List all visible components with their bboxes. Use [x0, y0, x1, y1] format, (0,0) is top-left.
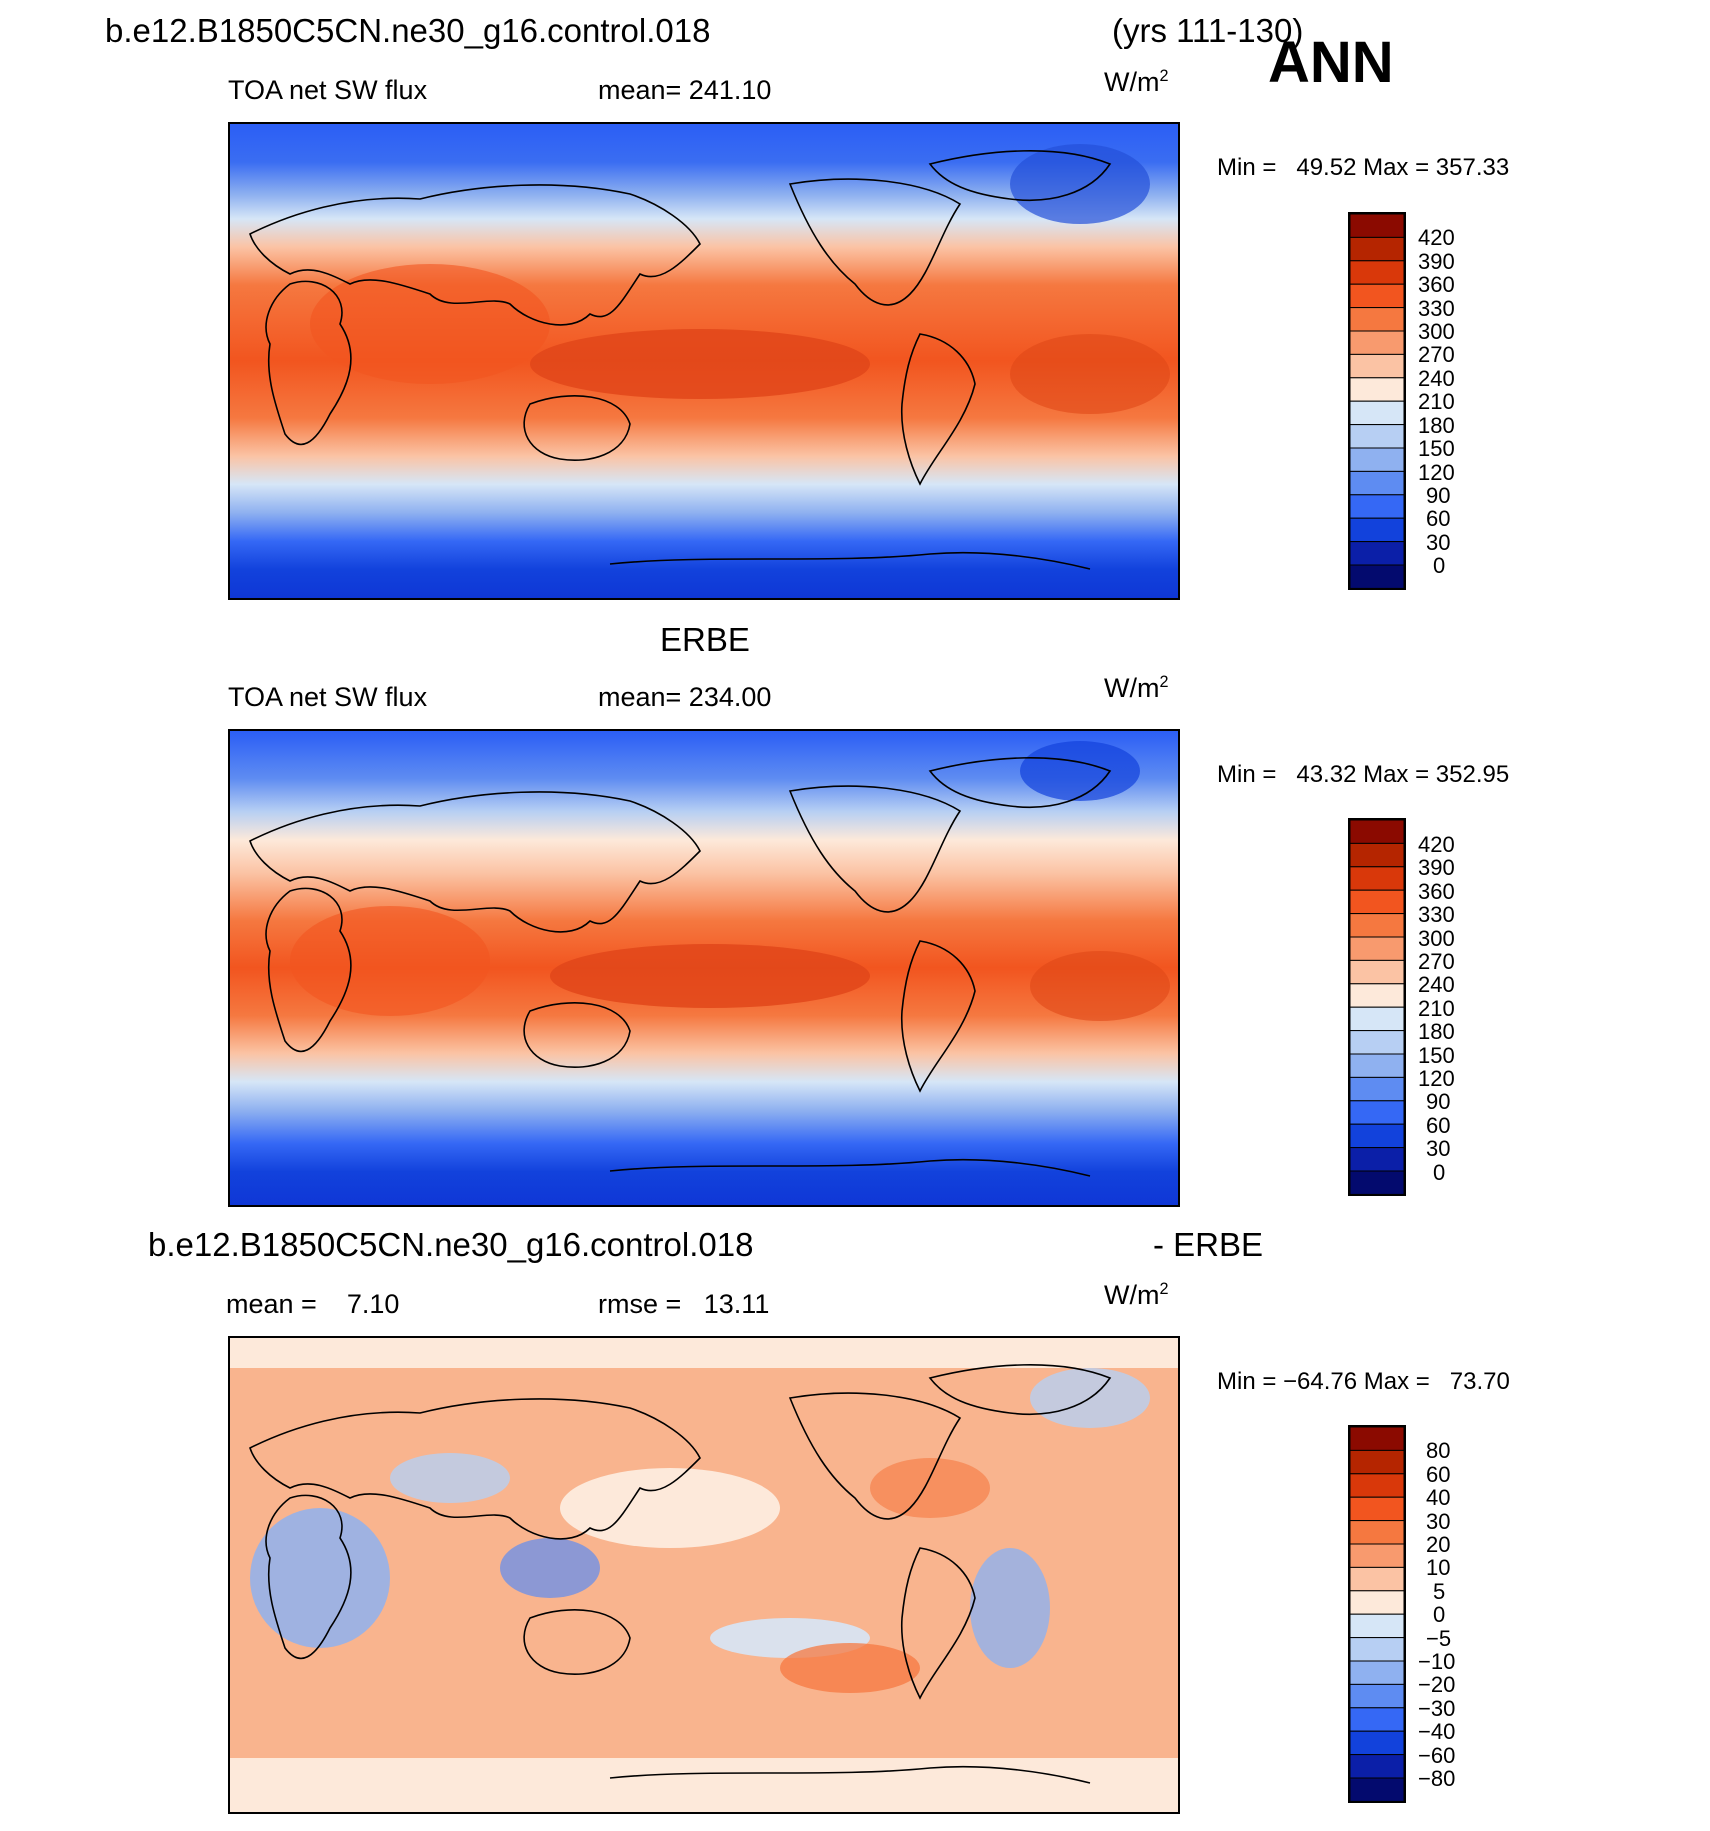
panel1-colorbar-swatches [1350, 214, 1404, 588]
cbar3-tick: 30 [1426, 1509, 1451, 1534]
cbar3-tick: 40 [1426, 1485, 1451, 1510]
panel2-mean: mean= 234.00 [598, 682, 772, 712]
cbar2-tick: 60 [1426, 1113, 1451, 1138]
panel3-rmse: rmse = 13.11 [598, 1289, 770, 1319]
cbar1-tick: 120 [1418, 460, 1455, 485]
cbar1-tick: 30 [1426, 530, 1451, 555]
cbar3-tick: −40 [1418, 1719, 1456, 1744]
cbar2-tick: 150 [1418, 1043, 1455, 1068]
panel2-variable: TOA net SW flux [228, 682, 428, 712]
panel3-map [228, 1336, 1180, 1814]
cbar1-tick: 90 [1426, 483, 1451, 508]
cbar1-tick: 0 [1433, 553, 1446, 578]
panel2-colorbar-swatches [1350, 820, 1404, 1194]
cbar2-tick: 30 [1426, 1136, 1451, 1161]
cbar3-tick: 60 [1426, 1462, 1451, 1487]
panel2-title: ERBE [660, 621, 750, 658]
cbar2-tick: 390 [1418, 855, 1455, 880]
cbar3-tick: 20 [1426, 1532, 1451, 1557]
cbar2-tick: 360 [1418, 879, 1455, 904]
cbar2-tick: 210 [1418, 996, 1455, 1021]
panel3-title-left: b.e12.B1850C5CN.ne30_g16.control.018 [148, 1226, 754, 1263]
cbar1-tick: 210 [1418, 389, 1455, 414]
cbar2-tick: 300 [1418, 926, 1455, 951]
cbar2-tick: 0 [1433, 1160, 1446, 1185]
years-label: (yrs 111-130) [1112, 12, 1304, 49]
cbar1-tick: 330 [1418, 296, 1455, 321]
cbar1-tick: 60 [1426, 506, 1451, 531]
panel1-map [228, 122, 1180, 600]
panel2-map [228, 729, 1180, 1207]
cbar2-tick: 180 [1418, 1019, 1455, 1044]
cbar2-tick: 330 [1418, 902, 1455, 927]
cbar3-tick: 10 [1426, 1555, 1451, 1580]
cbar2-tick: 270 [1418, 949, 1455, 974]
panel1-variable: TOA net SW flux [228, 75, 428, 105]
cbar1-tick: 150 [1418, 436, 1455, 461]
cbar3-tick: −30 [1418, 1696, 1456, 1721]
cbar3-tick: 80 [1426, 1438, 1451, 1463]
cbar1-tick: 420 [1418, 225, 1455, 250]
panel1-coastlines [249, 150, 1112, 570]
season-label: ANN [1268, 30, 1394, 95]
cbar1-tick: 390 [1418, 249, 1455, 274]
panel3-mean: mean = 7.10 [226, 1289, 400, 1319]
cbar3-tick: 5 [1433, 1579, 1446, 1604]
panel3-coastlines [249, 1364, 1112, 1784]
panel2-units: W/m2 [1104, 673, 1169, 703]
cbar1-tick: 180 [1418, 413, 1455, 438]
panel3-colorbar-swatches [1350, 1427, 1404, 1801]
panel3-title-right: - ERBE [1153, 1226, 1264, 1263]
panel3-units: W/m2 [1104, 1280, 1169, 1310]
panel1-units: W/m2 [1104, 67, 1169, 97]
panel3-colorbar [1348, 1425, 1406, 1803]
panel3-minmax: Min = −64.76 Max = 73.70 [1217, 1368, 1510, 1395]
panel1-minmax: Min = 49.52 Max = 357.33 [1217, 154, 1510, 181]
cbar3-tick: 0 [1433, 1602, 1446, 1627]
cbar3-tick: −10 [1418, 1649, 1456, 1674]
cbar3-tick: −5 [1426, 1626, 1452, 1651]
panel2-minmax: Min = 43.32 Max = 352.95 [1217, 761, 1510, 788]
panel2-colorbar [1348, 818, 1406, 1196]
cbar3-tick: −60 [1418, 1743, 1456, 1768]
panel2-coastlines [249, 757, 1112, 1177]
cbar1-tick: 360 [1418, 272, 1455, 297]
cbar2-tick: 120 [1418, 1066, 1455, 1091]
cbar3-tick: −80 [1418, 1766, 1456, 1791]
cbar3-tick: −20 [1418, 1672, 1456, 1697]
cbar2-tick: 240 [1418, 972, 1455, 997]
cbar2-tick: 90 [1426, 1089, 1451, 1114]
panel1-colorbar [1348, 212, 1406, 590]
cbar1-tick: 300 [1418, 319, 1455, 344]
panel1-mean: mean= 241.10 [598, 75, 772, 105]
cbar1-tick: 240 [1418, 366, 1455, 391]
cbar2-tick: 420 [1418, 832, 1455, 857]
cbar1-tick: 270 [1418, 342, 1455, 367]
case-title: b.e12.B1850C5CN.ne30_g16.control.018 [105, 12, 711, 49]
